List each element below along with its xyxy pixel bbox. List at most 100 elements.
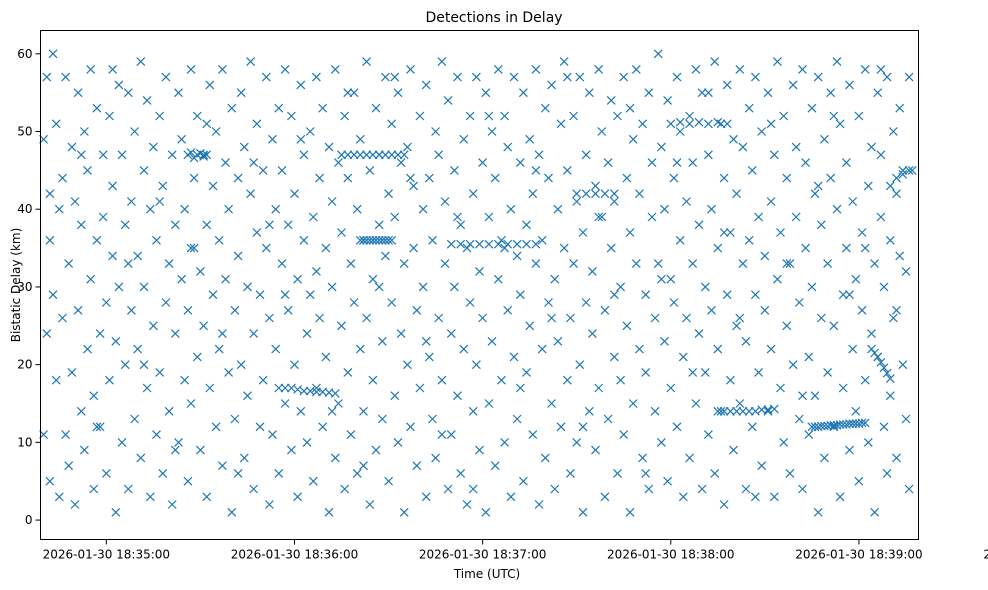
data-point [888, 313, 898, 323]
data-point [280, 399, 290, 408]
data-point [446, 329, 456, 339]
data-point [826, 173, 836, 183]
data-point [597, 127, 607, 136]
data-point [183, 305, 193, 315]
data-point [459, 344, 469, 354]
data-point [98, 212, 108, 222]
data-point [64, 259, 74, 269]
data-point [823, 259, 833, 269]
data-point [440, 259, 450, 269]
data-point [387, 235, 397, 245]
data-point [631, 64, 641, 74]
data-point [174, 437, 183, 447]
data-point [854, 111, 864, 121]
data-point [459, 134, 469, 144]
data-point [76, 220, 86, 230]
data-point [625, 103, 635, 113]
data-point [412, 461, 422, 471]
data-point [393, 150, 403, 160]
data-point [735, 399, 745, 408]
data-point [431, 453, 441, 463]
x-axis-label: Time (UTC) [453, 567, 520, 581]
data-point [123, 88, 133, 98]
data-point [562, 72, 572, 82]
data-point [713, 406, 723, 416]
data-point [725, 406, 735, 416]
data-point [892, 453, 901, 463]
data-point [732, 189, 742, 199]
data-point [359, 461, 368, 471]
data-point [374, 235, 384, 245]
data-point [763, 406, 773, 416]
data-point [437, 375, 447, 385]
data-point [506, 204, 516, 214]
data-point [641, 290, 651, 300]
data-point [707, 204, 716, 214]
data-point [271, 204, 281, 214]
data-point [750, 72, 760, 82]
data-point [638, 453, 648, 463]
data-point [261, 72, 271, 82]
data-point [801, 158, 811, 168]
data-point [362, 313, 372, 323]
data-point [299, 150, 309, 160]
data-point [133, 251, 143, 261]
data-point [553, 204, 563, 214]
data-point [876, 357, 886, 367]
data-point [616, 282, 626, 292]
data-point [384, 235, 394, 245]
data-point [609, 352, 619, 362]
data-point [873, 352, 883, 362]
data-point [484, 399, 494, 408]
data-point [816, 220, 826, 230]
data-point [484, 212, 494, 222]
data-point [515, 158, 525, 168]
data-point [79, 127, 89, 136]
data-point [277, 165, 287, 175]
data-point [565, 313, 575, 323]
data-point [531, 64, 541, 74]
data-point [625, 228, 635, 237]
data-point [453, 72, 462, 82]
data-point [315, 313, 325, 323]
data-point [180, 375, 190, 385]
data-point [406, 173, 415, 183]
data-point [691, 399, 701, 408]
data-point [876, 64, 886, 74]
data-point [170, 445, 180, 455]
data-point [634, 189, 644, 199]
data-point [293, 492, 303, 502]
data-point [83, 165, 92, 175]
data-point [362, 150, 372, 160]
data-point [537, 235, 547, 245]
data-point [399, 507, 409, 517]
data-point [587, 266, 597, 276]
data-point [167, 500, 177, 509]
data-point [882, 468, 892, 478]
data-point [656, 274, 666, 284]
data-point [885, 391, 895, 401]
data-point [625, 507, 635, 517]
data-point [744, 103, 754, 113]
data-point [478, 313, 488, 323]
data-point [565, 468, 575, 478]
data-point [390, 391, 400, 401]
data-point [697, 88, 707, 98]
data-point [465, 239, 475, 249]
data-point [105, 375, 114, 385]
data-point [67, 142, 77, 152]
data-point [95, 422, 105, 432]
data-point [133, 344, 143, 354]
data-point [867, 142, 876, 152]
data-point [845, 419, 854, 429]
data-point [86, 274, 96, 284]
data-point [280, 383, 290, 393]
data-point [540, 453, 550, 463]
data-point [813, 507, 823, 517]
data-point [365, 165, 375, 175]
data-point [531, 239, 541, 249]
data-point [224, 204, 234, 214]
data-point [283, 220, 293, 230]
data-point [669, 173, 679, 183]
data-point [468, 189, 478, 199]
